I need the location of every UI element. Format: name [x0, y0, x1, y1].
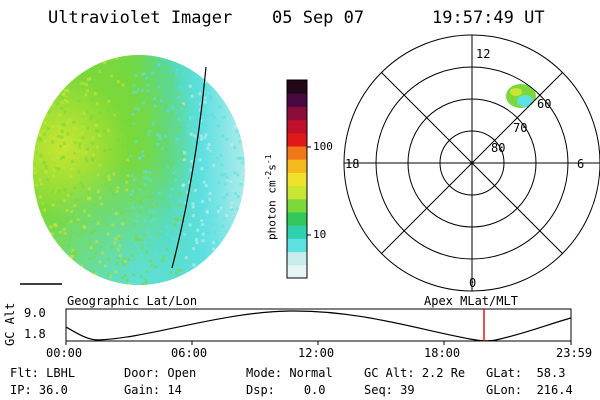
info-door: Door: Open [124, 366, 197, 380]
lat-label-80: 80 [491, 141, 506, 155]
info-seq: Seq: 39 [364, 383, 415, 397]
xtick-0600: 06:00 [171, 346, 208, 360]
info-dsp: Dsp: 0.0 [246, 383, 326, 397]
colorbar-band [287, 159, 307, 173]
colorbar-band [287, 212, 307, 226]
timeline-left-title: Geographic Lat/Lon [67, 294, 198, 308]
timeline-ytick-1.8: 1.8 [24, 327, 46, 341]
xtick-1800: 18:00 [424, 346, 461, 360]
colorbar-band [287, 93, 307, 107]
colorbar-band [287, 238, 307, 253]
lat-label-60: 60 [537, 97, 552, 111]
colorbar-band [287, 146, 307, 160]
hour-label-12: 12 [476, 47, 491, 61]
colorbar-band [287, 264, 307, 279]
lat-label-70: 70 [513, 121, 528, 135]
hour-label-18: 18 [345, 157, 360, 171]
terminator-line [171, 66, 207, 269]
xtick-1200: 12:00 [298, 346, 335, 360]
info-glat: GLat: 58.3 [486, 366, 566, 380]
hour-label-6: 6 [577, 157, 585, 171]
xtick-0000: 00:00 [46, 346, 83, 360]
colorbar-band [287, 251, 307, 266]
colorbar-band [287, 185, 307, 200]
info-flt: Flt: LBHL [10, 366, 76, 380]
info-mode: Mode: Normal [246, 366, 333, 380]
colorbar-band [287, 119, 307, 134]
observation-time: 19:57:49 UT [432, 8, 545, 28]
info-gc-alt: GC Alt: 2.2 Re [364, 366, 466, 380]
timeline-ytick-9: 9.0 [24, 306, 46, 320]
info-glon: GLon: 216.4 [486, 383, 573, 397]
info-ip: IP: 36.0 [10, 383, 68, 397]
colorbar-tick-10: 10 [313, 228, 327, 241]
observation-date: 05 Sep 07 [272, 8, 365, 28]
hour-label-0: 0 [469, 276, 477, 290]
timeline-right-title: Apex MLat/MLT [424, 294, 518, 308]
colorbar-band [287, 172, 307, 187]
colorbar-tick-100: 100 [313, 140, 333, 153]
xtick-2359: 23:59 [556, 346, 593, 360]
info-gain: Gain: 14 [124, 383, 182, 397]
colorbar-band [287, 225, 307, 239]
colorbar-band [287, 106, 307, 121]
colorbar-band [287, 80, 307, 94]
instrument-title: Ultraviolet Imager [48, 8, 233, 28]
colorbar-band [287, 198, 307, 213]
colorbar-band [287, 132, 307, 147]
